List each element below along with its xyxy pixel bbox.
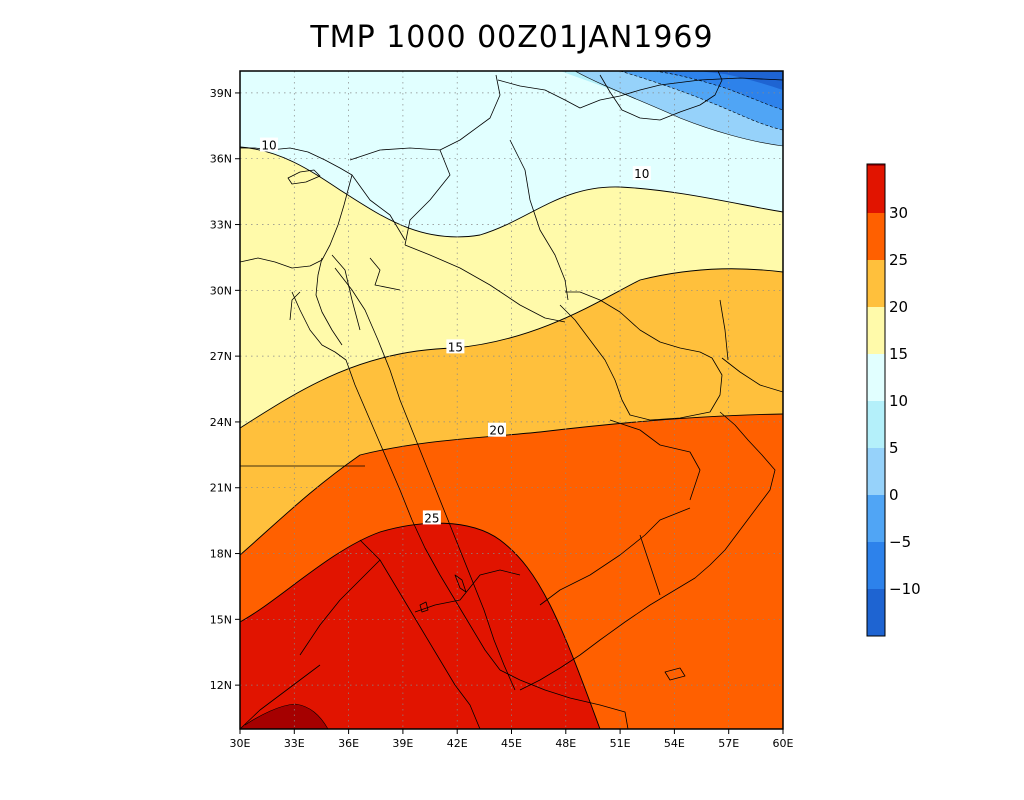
colorbar-swatch-25-30 <box>867 213 885 260</box>
colorbar-label: 10 <box>889 392 908 410</box>
colorbar-swatch-m10-m5 <box>867 542 885 589</box>
colorbar-swatch-0-5 <box>867 448 885 495</box>
x-axis: 30E 33E 36E 39E 42E 45E 48E 51E 54E 57E 60E <box>230 729 794 750</box>
colorbar-swatch-gt-35 <box>867 164 885 166</box>
caspian-sea <box>599 71 723 121</box>
x-tick-label: 45E <box>501 737 522 750</box>
coastlines-and-borders <box>240 71 783 729</box>
colorbar-label: 0 <box>889 486 899 504</box>
y-axis: 12N 15N 18N 21N 24N 27N 30N 33N 36N 39N <box>210 87 240 692</box>
x-tick-label: 57E <box>718 737 739 750</box>
y-tick-label: 24N <box>210 416 232 429</box>
cyprus <box>287 169 321 185</box>
y-tick-label: 27N <box>210 350 232 363</box>
y-tick-label: 39N <box>210 87 232 100</box>
contour-label: 10 <box>632 166 651 181</box>
contour-label: 10 <box>259 137 278 153</box>
y-tick-label: 15N <box>210 613 232 626</box>
band-m10-m5 <box>655 71 783 110</box>
colorbar-label: 30 <box>889 204 908 222</box>
contour-label: 25 <box>422 510 441 525</box>
y-tick-label: 30N <box>210 284 232 297</box>
colorbar-swatch-10-15 <box>867 354 885 401</box>
colorbar-label: 5 <box>889 439 899 457</box>
socotra <box>664 667 686 681</box>
x-tick-label: 36E <box>338 737 359 750</box>
contour-label-text: 15 <box>448 340 463 354</box>
x-tick-label: 60E <box>773 737 794 750</box>
x-tick-label: 54E <box>664 737 685 750</box>
x-tick-label: 51E <box>610 737 631 750</box>
colorbar-swatch-5-10 <box>867 401 885 448</box>
x-tick-label: 33E <box>284 737 305 750</box>
grid-lines <box>240 71 783 729</box>
colorbar-label: 25 <box>889 251 908 269</box>
x-tick-label: 39E <box>392 737 413 750</box>
map-title: TMP 1000 00Z01JAN1969 <box>310 20 714 55</box>
contour-label-text: 10 <box>261 139 276 153</box>
contour-label-text: 10 <box>634 167 649 181</box>
colorbar-label: −10 <box>889 580 921 598</box>
contour-label: 15 <box>446 339 465 354</box>
y-tick-label: 12N <box>210 679 232 692</box>
colorbar-label: 20 <box>889 298 908 316</box>
colorbar-label: −5 <box>889 533 911 551</box>
contour-lines <box>240 71 783 729</box>
colorbar-swatch-30-35 <box>867 166 885 213</box>
x-tick-label: 42E <box>447 737 468 750</box>
contour-label-layer: 10 10 15 20 25 <box>259 137 651 525</box>
colorbar-label: 15 <box>889 345 908 363</box>
colorbar: 30 25 20 15 10 5 0 −5 −10 <box>866 163 921 637</box>
x-tick-label: 30E <box>230 737 251 750</box>
contour-label-text: 25 <box>424 511 439 525</box>
contour-label-text: 20 <box>489 424 504 438</box>
band-lt-m10 <box>700 71 783 90</box>
band-gt-35 <box>240 704 328 729</box>
colorbar-swatch-lt-m10 <box>867 589 885 636</box>
colorbar-swatch-m5-0 <box>867 495 885 542</box>
y-tick-label: 18N <box>210 548 232 561</box>
colorbar-swatch-15-20 <box>867 307 885 354</box>
y-tick-label: 33N <box>210 219 232 232</box>
colorbar-swatch-20-25 <box>867 260 885 307</box>
temperature-field <box>240 71 783 729</box>
contour-label: 20 <box>488 422 507 438</box>
y-tick-label: 21N <box>210 482 232 495</box>
y-tick-label: 36N <box>210 153 232 166</box>
x-tick-label: 48E <box>555 737 576 750</box>
